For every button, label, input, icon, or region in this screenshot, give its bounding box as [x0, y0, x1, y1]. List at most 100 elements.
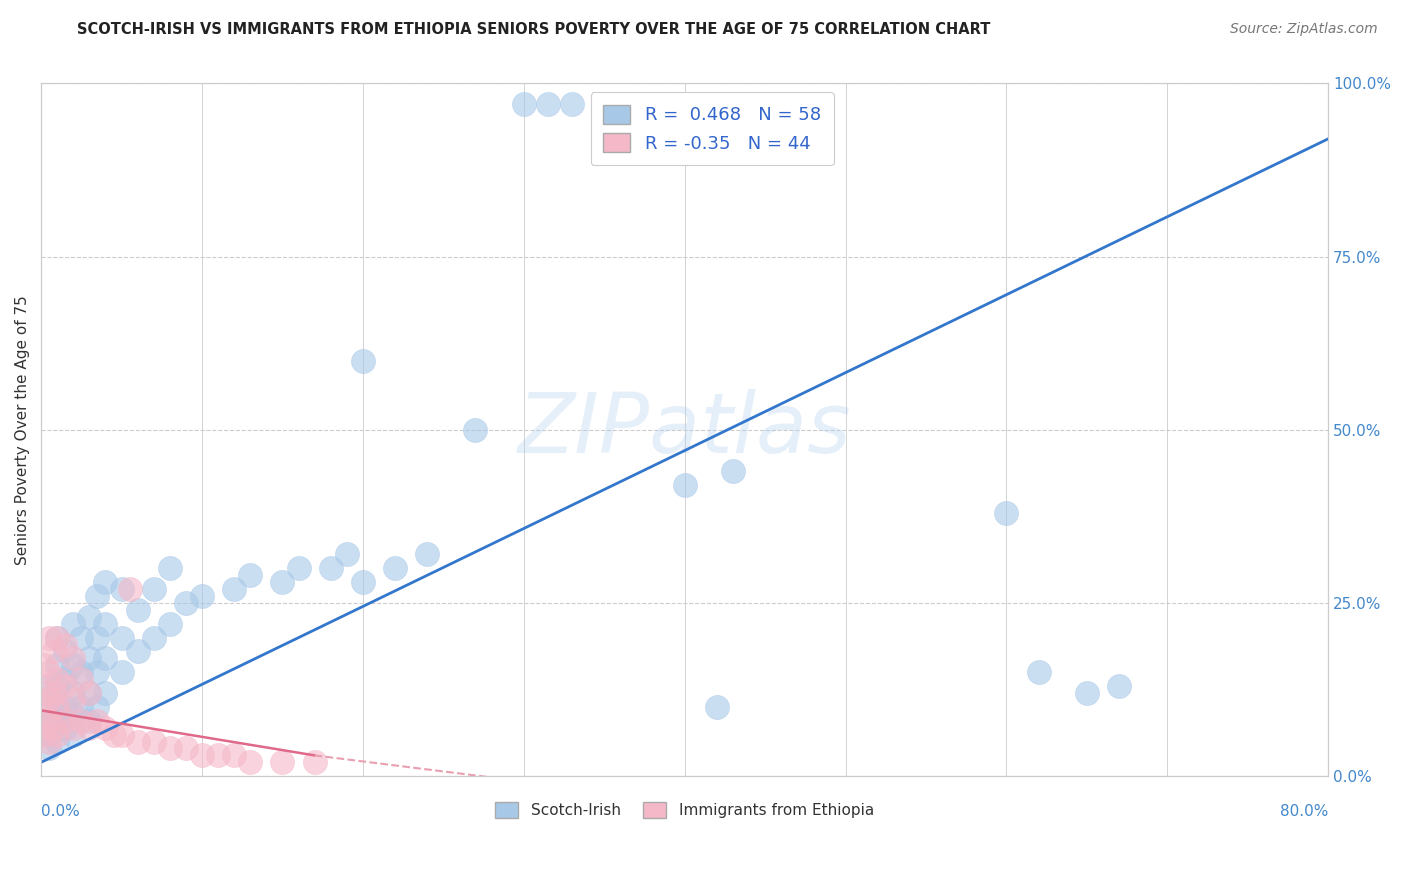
Point: [70, 631, 93, 645]
Point: [336, 548, 359, 562]
Point: [38, 665, 60, 680]
Point: [42, 721, 65, 735]
Point: [86, 699, 108, 714]
Point: [46, 631, 69, 645]
Point: [46, 734, 69, 748]
Point: [224, 748, 246, 763]
Point: [38, 734, 60, 748]
Point: [53, 638, 76, 652]
Point: [86, 665, 108, 680]
Point: [1076, 686, 1098, 700]
Y-axis label: Seniors Poverty Over the Age of 75: Seniors Poverty Over the Age of 75: [15, 295, 30, 565]
Point: [79, 686, 101, 700]
Point: [46, 699, 69, 714]
Point: [239, 756, 262, 770]
Point: [159, 616, 181, 631]
Point: [79, 714, 101, 728]
Point: [174, 741, 197, 756]
Point: [995, 506, 1018, 520]
Point: [118, 582, 141, 596]
Point: [721, 464, 744, 478]
Legend: Scotch-Irish, Immigrants from Ethiopia: Scotch-Irish, Immigrants from Ethiopia: [489, 796, 880, 824]
Point: [352, 353, 374, 368]
Point: [271, 575, 294, 590]
Point: [46, 672, 69, 686]
Point: [537, 97, 560, 112]
Point: [86, 631, 108, 645]
Point: [53, 721, 76, 735]
Point: [38, 631, 60, 645]
Point: [94, 721, 117, 735]
Point: [706, 699, 728, 714]
Point: [79, 610, 101, 624]
Point: [174, 596, 197, 610]
Point: [319, 561, 342, 575]
Text: SCOTCH-IRISH VS IMMIGRANTS FROM ETHIOPIA SENIORS POVERTY OVER THE AGE OF 75 CORR: SCOTCH-IRISH VS IMMIGRANTS FROM ETHIOPIA…: [77, 22, 991, 37]
Point: [352, 575, 374, 590]
Point: [1028, 665, 1050, 680]
Point: [34, 658, 56, 673]
Point: [416, 548, 439, 562]
Point: [86, 714, 108, 728]
Point: [94, 616, 117, 631]
Point: [53, 679, 76, 693]
Point: [127, 603, 149, 617]
Point: [53, 714, 76, 728]
Point: [94, 575, 117, 590]
Point: [62, 616, 84, 631]
Point: [79, 651, 101, 665]
Point: [94, 651, 117, 665]
Point: [159, 741, 181, 756]
Text: Source: ZipAtlas.com: Source: ZipAtlas.com: [1230, 22, 1378, 37]
Point: [1108, 679, 1130, 693]
Point: [46, 728, 69, 742]
Point: [46, 714, 69, 728]
Text: 0.0%: 0.0%: [41, 804, 80, 819]
Point: [103, 728, 125, 742]
Point: [464, 423, 486, 437]
Point: [191, 748, 214, 763]
Point: [38, 699, 60, 714]
Point: [159, 561, 181, 575]
Point: [38, 714, 60, 728]
Point: [142, 631, 165, 645]
Point: [79, 721, 101, 735]
Point: [110, 631, 132, 645]
Point: [62, 658, 84, 673]
Point: [673, 478, 696, 492]
Point: [46, 658, 69, 673]
Point: [46, 699, 69, 714]
Point: [38, 728, 60, 742]
Point: [62, 693, 84, 707]
Point: [110, 728, 132, 742]
Point: [53, 672, 76, 686]
Point: [110, 665, 132, 680]
Point: [304, 756, 326, 770]
Point: [513, 97, 536, 112]
Point: [384, 561, 406, 575]
Point: [38, 741, 60, 756]
Point: [62, 706, 84, 721]
Text: ZIPatlas: ZIPatlas: [517, 389, 852, 470]
Point: [70, 714, 93, 728]
Point: [38, 693, 60, 707]
Text: 80.0%: 80.0%: [1279, 804, 1329, 819]
Point: [53, 699, 76, 714]
Point: [127, 734, 149, 748]
Point: [38, 714, 60, 728]
Point: [46, 679, 69, 693]
Point: [62, 728, 84, 742]
Point: [271, 756, 294, 770]
Point: [53, 644, 76, 658]
Point: [142, 582, 165, 596]
Point: [70, 665, 93, 680]
Point: [70, 699, 93, 714]
Point: [70, 672, 93, 686]
Point: [34, 728, 56, 742]
Point: [191, 589, 214, 603]
Point: [46, 631, 69, 645]
Point: [207, 748, 229, 763]
Point: [34, 686, 56, 700]
Point: [127, 644, 149, 658]
Point: [42, 644, 65, 658]
